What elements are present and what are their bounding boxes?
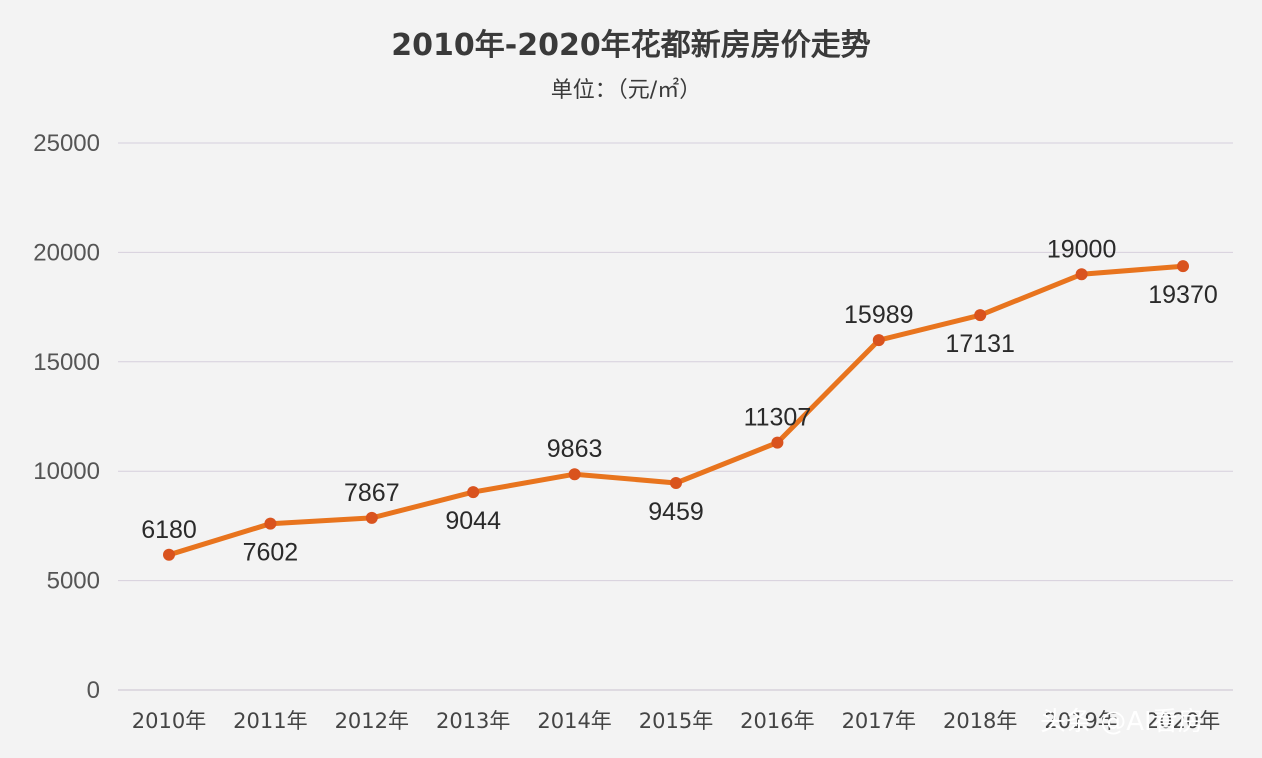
x-tick-label: 2011年	[233, 709, 307, 733]
data-point	[974, 309, 987, 322]
x-tick-label: 2015年	[639, 709, 713, 733]
data-label: 9863	[547, 435, 603, 463]
x-tick-label: 2017年	[842, 709, 916, 733]
data-point	[163, 548, 175, 561]
data-point	[1075, 268, 1088, 281]
data-label: 7602	[243, 539, 299, 567]
data-point	[771, 436, 784, 449]
data-label: 6180	[141, 516, 197, 544]
grid-lines	[118, 142, 1233, 691]
x-tick-label: 2012年	[335, 709, 409, 733]
data-label: 15989	[844, 301, 914, 329]
watermark-text: 头条 @AI看房	[1040, 707, 1204, 737]
chart-subtitle: 单位：（元/㎡）	[551, 77, 701, 103]
data-point	[467, 486, 480, 499]
chart-title: 2010年-2020年花都新房房价走势	[391, 28, 870, 63]
data-label: 19000	[1047, 235, 1117, 263]
y-tick-label: 5000	[47, 568, 100, 595]
x-tick-label: 2019年	[1044, 709, 1118, 733]
data-label: 17131	[945, 330, 1015, 358]
data-label: 9459	[648, 498, 704, 526]
y-tick-label: 10000	[33, 458, 100, 485]
x-tick-label: 2014年	[537, 709, 611, 733]
data-label: 19370	[1148, 281, 1218, 309]
data-label: 11307	[744, 404, 812, 432]
y-tick-label: 0	[87, 677, 100, 704]
data-labels: 6180 7602 7867 9044 9863 9459 11307 15989 17131 1…	[141, 235, 1218, 566]
series-line-group	[163, 260, 1189, 561]
watermark: 头条 @AI看房	[1040, 707, 1204, 737]
y-tick-label: 25000	[33, 130, 100, 157]
x-tick-label: 2020年	[1146, 709, 1220, 733]
data-label: 9044	[445, 507, 501, 535]
x-tick-label: 2010年	[132, 709, 206, 733]
x-tick-label: 2018年	[943, 709, 1017, 733]
data-point	[670, 477, 682, 490]
data-point	[264, 517, 277, 530]
data-label: 7867	[344, 479, 400, 507]
x-tick-label: 2013年	[436, 709, 510, 733]
y-axis-ticks: 0 5000 10000 15000 20000 25000	[33, 130, 100, 704]
data-point	[365, 511, 378, 524]
data-point	[568, 468, 581, 481]
data-point	[1177, 260, 1189, 273]
data-point	[872, 334, 885, 347]
y-tick-label: 15000	[33, 349, 100, 376]
x-axis-ticks: 2010年 2011年 2012年 2013年 2014年 2015年 2016年 2017年…	[132, 709, 1220, 733]
x-tick-label: 2016年	[740, 709, 814, 733]
y-tick-label: 20000	[33, 239, 100, 266]
